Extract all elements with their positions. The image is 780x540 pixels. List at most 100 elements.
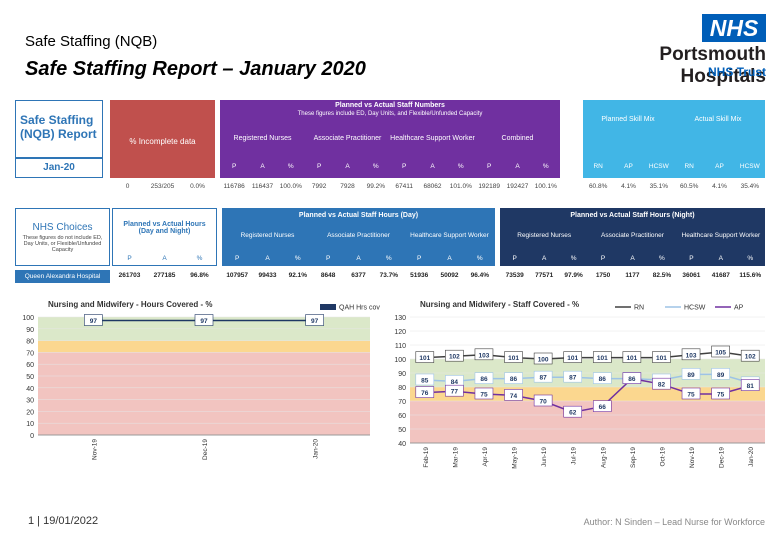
x-tick-label: Dec-19 (719, 447, 726, 468)
staff-value: 192189 (478, 183, 501, 190)
label-box (622, 372, 642, 384)
col-header: P (512, 255, 517, 262)
col-header: A (260, 163, 265, 170)
label-box (504, 372, 523, 384)
y-tick-label: 70 (398, 399, 406, 406)
y-tick-label: 110 (395, 343, 406, 350)
value-label: 77 (451, 389, 459, 396)
col-header: A (265, 255, 270, 262)
value-label: 85 (421, 378, 429, 385)
y-tick-label: 60 (26, 362, 34, 369)
col-header: A (447, 255, 452, 262)
col-header: HCSW (739, 163, 760, 170)
y-tick-label: 10 (26, 421, 34, 428)
label-box (445, 384, 464, 397)
value-label: 75 (480, 392, 488, 399)
night-value: 36061 (682, 272, 701, 279)
col-header: % (570, 255, 577, 262)
group-header: Associate Practitioner (313, 135, 382, 142)
value-label: 101 (508, 355, 519, 362)
label-box (563, 405, 583, 418)
value-label: 101 (567, 355, 578, 362)
value-label: 84 (451, 379, 459, 386)
legend-label: RN (634, 305, 644, 312)
legend-label: AP (734, 305, 744, 312)
logo-trust: NHS Trust (707, 65, 766, 79)
col-header: A (162, 255, 167, 262)
y-tick-label: 50 (398, 427, 406, 434)
staff-value: 7928 (340, 183, 355, 190)
label-box (194, 314, 214, 326)
nhs-choices-header: Planned vs Actual Hours (Day and Night) (112, 208, 217, 266)
col-header: % (287, 163, 294, 170)
y-tick-label: 100 (22, 315, 34, 322)
value-label: 86 (510, 376, 518, 383)
group-header: Registered Nurses (517, 232, 572, 239)
skill-value: 60.5% (679, 183, 699, 190)
y-tick-label: 40 (26, 386, 34, 393)
group-header: Associate Practitioner (327, 232, 390, 239)
label-box (474, 372, 494, 384)
value-label: 87 (540, 375, 548, 382)
logo-name: Portsmouth Hospitals (659, 44, 766, 87)
value-label: 70 (540, 399, 548, 406)
label-box (415, 373, 435, 386)
page-number: 1 | 19/01/2022 (28, 515, 99, 527)
night-value: 1750 (595, 272, 611, 279)
group-header: Healthcare Support Worker (390, 135, 475, 142)
day-value: 96.4% (470, 272, 490, 279)
hospital-value: 261703 (118, 272, 141, 279)
value-label: 86 (628, 376, 636, 383)
y-tick-label: 50 (26, 374, 34, 381)
legend-label: HCSW (684, 305, 706, 312)
col-header: RN (593, 163, 603, 170)
day-value: 6377 (351, 272, 366, 279)
x-tick-label: Sep-19 (630, 447, 637, 468)
y-tick-label: 90 (398, 371, 406, 378)
rag-band (410, 387, 765, 401)
y-tick-label: 90 (26, 327, 34, 334)
col-header: RN (684, 163, 694, 170)
incomplete-value: 253/205 (150, 183, 175, 190)
label-box (533, 370, 553, 383)
subtitle: Safe Staffing (NQB) (25, 33, 158, 50)
col-header: A (356, 255, 361, 262)
col-header: P (401, 163, 407, 170)
label-box (681, 387, 701, 400)
label-box (740, 349, 760, 362)
actual-skill-mix: Actual Skill Mix (694, 116, 742, 123)
day-panel (222, 208, 495, 266)
label-box (84, 314, 103, 326)
value-label: 81 (747, 383, 755, 390)
skill-value: 35.1% (649, 183, 669, 190)
staff-value: 192427 (506, 183, 529, 190)
value-label: 102 (449, 354, 460, 361)
col-header: % (196, 255, 203, 262)
rag-band (38, 340, 370, 353)
y-tick-label: 80 (398, 385, 406, 392)
label-box (563, 370, 583, 383)
x-tick-label: Oct-19 (659, 447, 666, 467)
col-header: % (385, 255, 392, 262)
label-box (681, 368, 701, 380)
night-value: 1177 (625, 272, 640, 279)
col-header: A (630, 255, 635, 262)
x-tick-label: Feb-19 (423, 447, 430, 468)
value-label: 103 (479, 352, 490, 359)
col-header: A (718, 255, 723, 262)
y-tick-label: 60 (398, 413, 406, 420)
night-value: 82.5% (652, 272, 672, 279)
legend-label: QAH Hrs covered (339, 305, 380, 312)
value-label: 62 (569, 410, 577, 417)
staff-numbers-note: These figures include ED, Day Units, and… (297, 111, 483, 117)
staff-numbers-panel (220, 100, 560, 178)
skill-value: 4.1% (712, 183, 727, 190)
value-label: 86 (599, 376, 607, 383)
value-label: 101 (597, 355, 608, 362)
col-header: P (316, 163, 322, 170)
col-header: P (689, 255, 694, 262)
label-box (415, 351, 435, 363)
y-tick-label: 0 (30, 433, 34, 440)
day-value: 107957 (226, 272, 249, 279)
col-header: % (372, 163, 379, 170)
